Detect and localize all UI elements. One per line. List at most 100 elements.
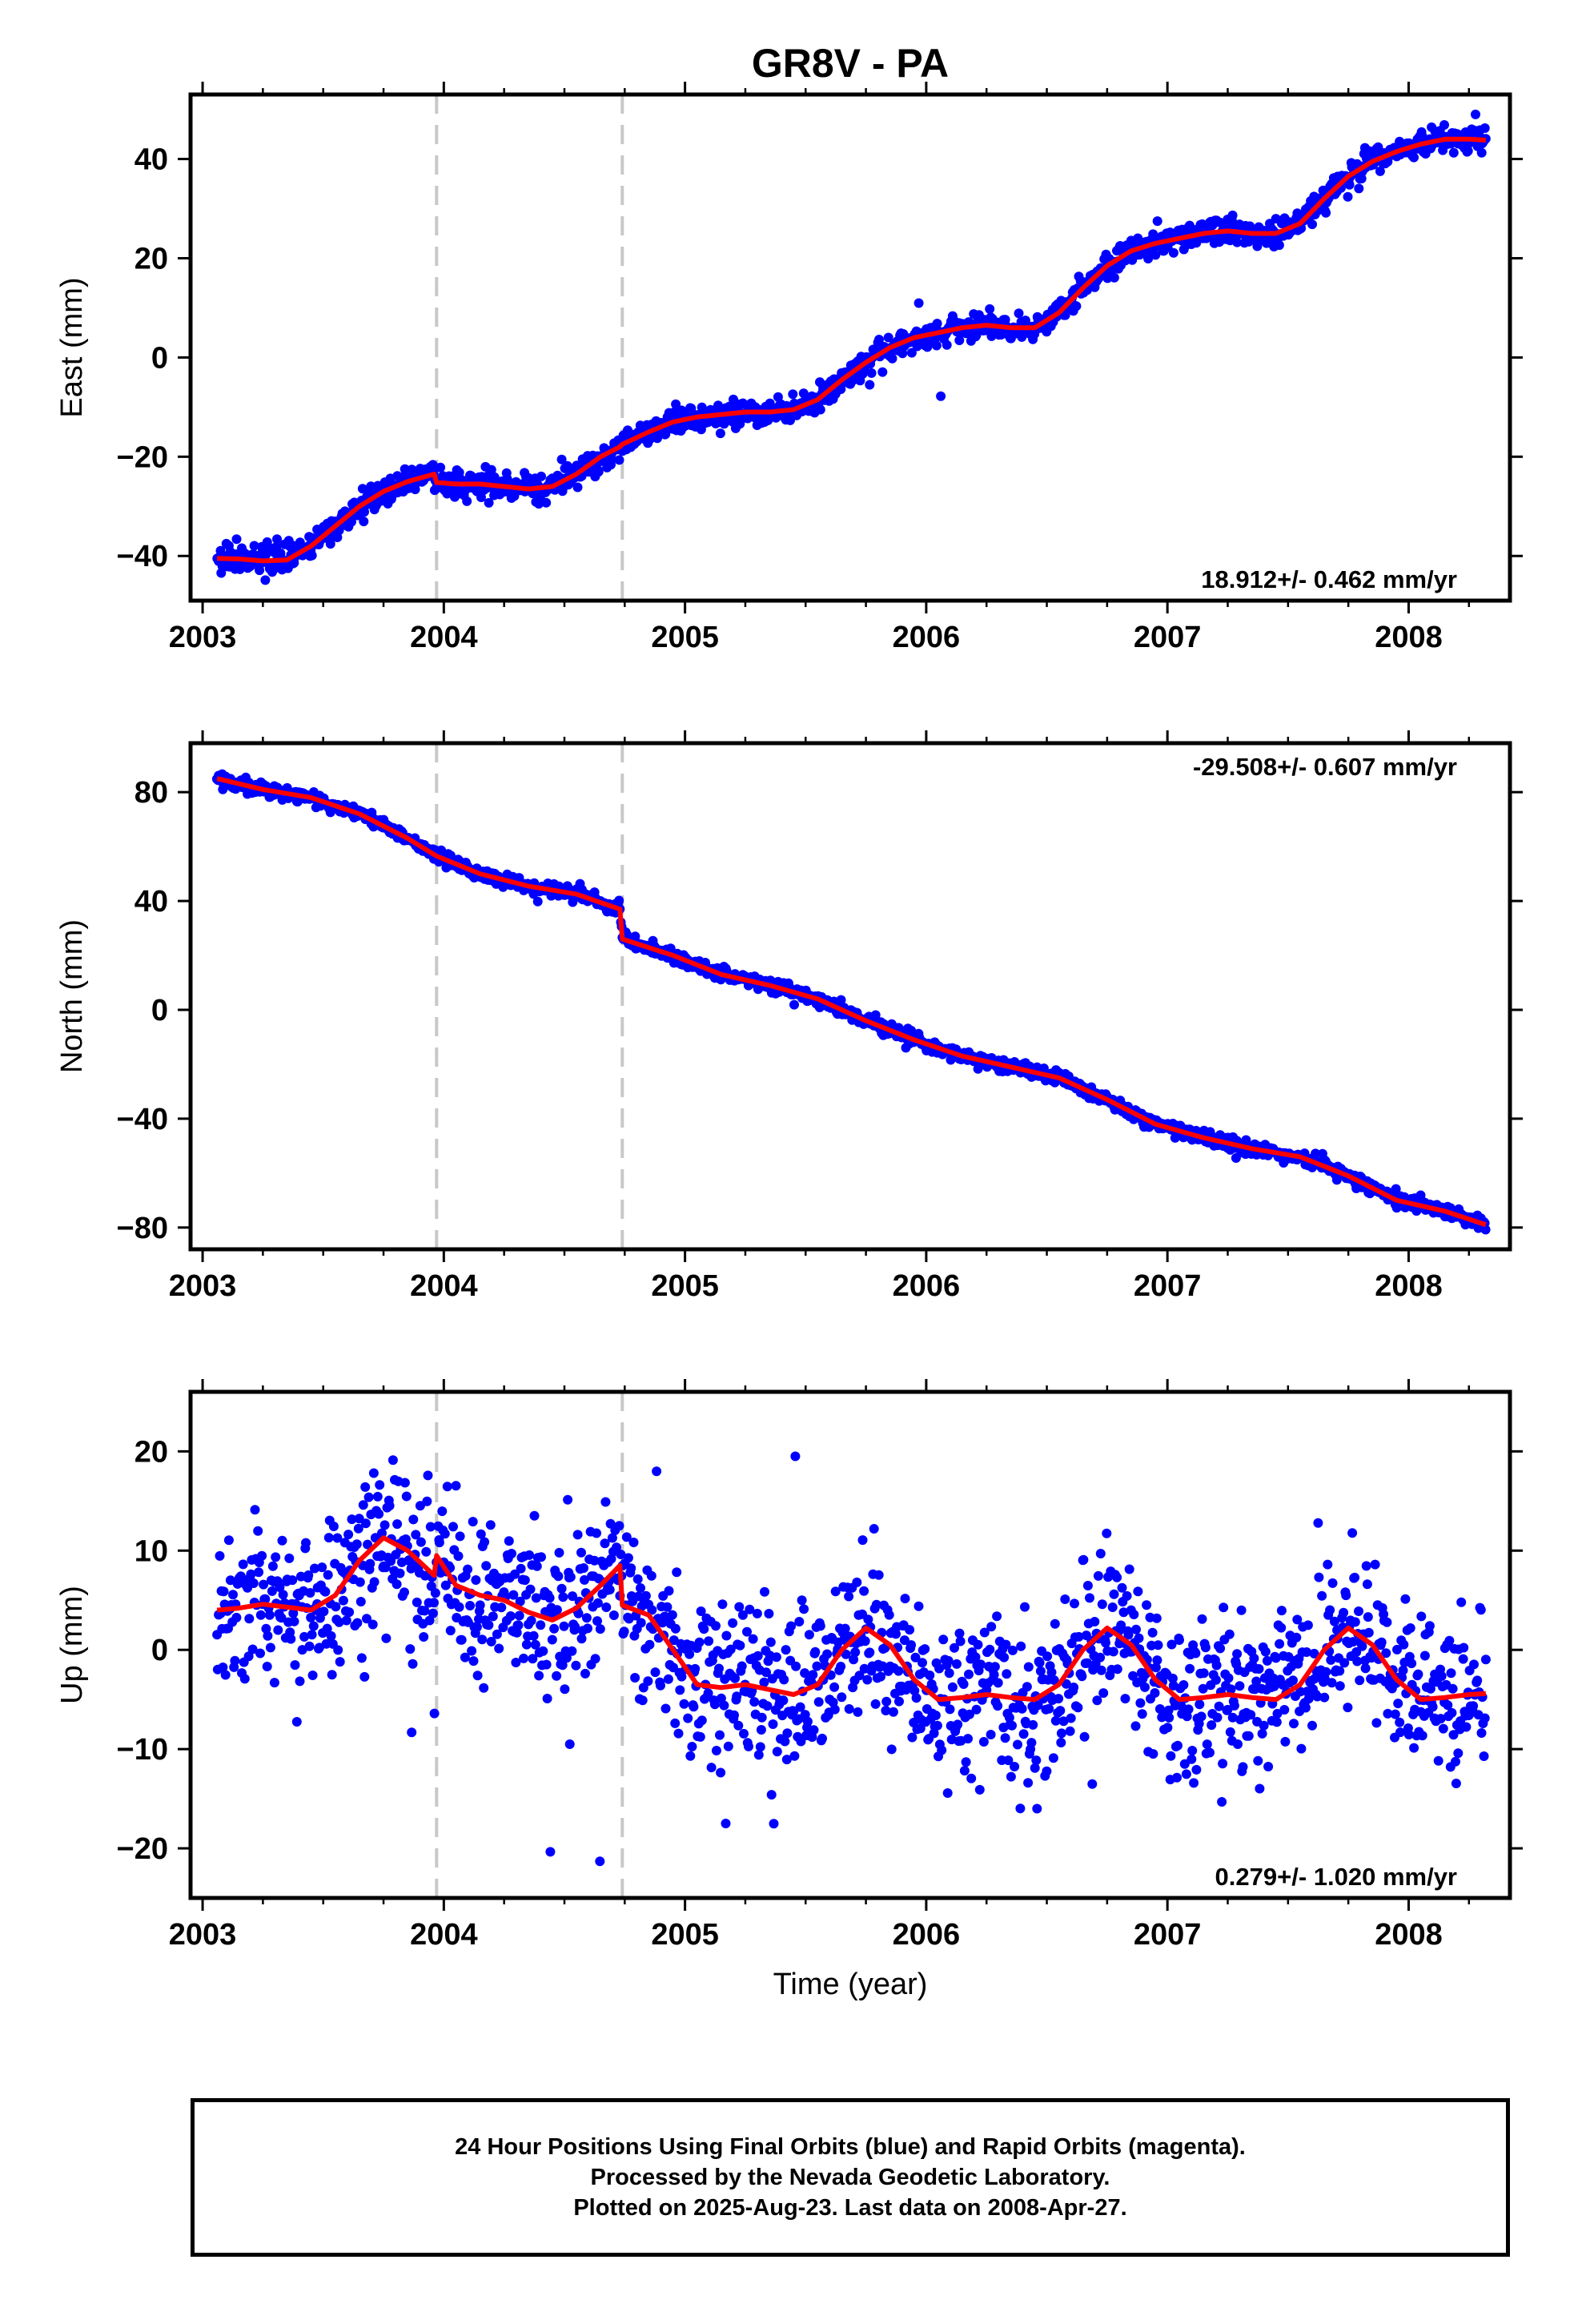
data-point — [1174, 1635, 1184, 1645]
data-point — [451, 1481, 461, 1491]
data-point — [888, 1707, 898, 1717]
data-point — [782, 1728, 793, 1739]
data-point — [360, 1518, 371, 1529]
data-point — [429, 1598, 439, 1608]
data-point — [870, 1010, 881, 1020]
data-point — [504, 1536, 514, 1546]
data-point — [1123, 1630, 1134, 1640]
data-point — [363, 1539, 373, 1550]
x-tick-label: 2003 — [169, 621, 237, 654]
data-point — [760, 1586, 769, 1597]
data-point — [1014, 308, 1024, 319]
data-point — [476, 1529, 486, 1539]
x-tick-label: 2003 — [169, 1269, 237, 1303]
data-point — [840, 1623, 850, 1634]
data-point — [829, 1704, 840, 1715]
data-point — [529, 1510, 540, 1521]
data-point — [1249, 1653, 1259, 1663]
data-point — [560, 1684, 570, 1695]
data-point — [1049, 1675, 1059, 1685]
data-point — [289, 1616, 299, 1626]
data-point — [728, 1618, 738, 1628]
data-point — [1198, 1683, 1208, 1694]
data-point — [407, 1727, 417, 1738]
data-point — [822, 1649, 833, 1659]
data-point — [1199, 1668, 1209, 1679]
data-point — [510, 1569, 520, 1579]
data-point — [781, 1645, 791, 1655]
data-point — [565, 1572, 576, 1582]
data-point — [844, 1591, 854, 1602]
data-point — [344, 1607, 355, 1618]
data-point — [986, 1622, 997, 1632]
data-point — [1173, 1740, 1182, 1751]
data-point — [1211, 1660, 1222, 1671]
x-tick-label: 2006 — [893, 621, 961, 654]
data-point — [368, 1468, 379, 1478]
data-point — [1253, 1755, 1263, 1766]
data-point — [1016, 1641, 1026, 1651]
data-point — [536, 1620, 546, 1630]
rate-label-north: -29.508+/- 0.607 mm/yr — [1193, 753, 1457, 781]
y-tick-label: −80 — [117, 1212, 168, 1245]
data-point — [1335, 1681, 1345, 1691]
data-point — [869, 1524, 879, 1534]
data-point — [1363, 1612, 1373, 1622]
data-point — [992, 1611, 1002, 1622]
data-point — [1082, 1581, 1093, 1590]
data-point — [1407, 1659, 1417, 1669]
data-point — [1303, 1694, 1314, 1704]
data-point — [637, 1695, 648, 1706]
data-point — [884, 1610, 894, 1620]
data-point — [513, 1620, 524, 1630]
data-point — [636, 1583, 645, 1593]
data-point — [608, 1610, 619, 1620]
y-axis-label-north: North (mm) — [55, 919, 89, 1073]
data-point — [1151, 1613, 1162, 1623]
data-point — [719, 1700, 729, 1711]
x-axis-label: Time (year) — [773, 1968, 928, 2001]
data-point — [1066, 1713, 1076, 1723]
data-point — [1003, 1755, 1014, 1766]
data-point — [737, 1661, 747, 1671]
data-point — [788, 389, 798, 400]
data-point — [930, 1711, 941, 1720]
data-point — [785, 415, 795, 425]
data-point — [455, 1531, 465, 1542]
data-point — [689, 1702, 699, 1712]
data-point — [288, 1608, 299, 1618]
data-point — [1472, 1675, 1483, 1686]
data-point — [1090, 1617, 1100, 1626]
data-point — [532, 896, 543, 907]
data-point — [595, 1856, 605, 1867]
data-point — [640, 1590, 651, 1601]
data-point — [400, 1478, 410, 1488]
data-point — [1218, 1759, 1228, 1769]
y-tick-label: −40 — [117, 1103, 168, 1136]
data-point — [536, 1552, 546, 1562]
data-point — [277, 1535, 287, 1546]
data-point — [1276, 1606, 1287, 1616]
data-point — [1055, 1706, 1066, 1716]
data-point — [1212, 1712, 1223, 1723]
data-point — [1163, 1705, 1174, 1715]
data-point — [576, 1634, 587, 1644]
data-point — [966, 1773, 977, 1783]
data-point — [460, 1652, 470, 1663]
data-point — [1078, 1554, 1089, 1565]
data-point — [335, 1657, 345, 1667]
data-point — [730, 1673, 740, 1683]
data-point — [646, 1570, 656, 1581]
data-point — [764, 1609, 774, 1618]
data-point — [272, 534, 282, 545]
frame-north — [188, 741, 1512, 1252]
data-point — [374, 1509, 384, 1519]
x-tick-label: 2008 — [1375, 1269, 1443, 1303]
data-point — [1425, 1683, 1435, 1694]
rate-label-up: 0.279+/- 1.020 mm/yr — [1215, 1863, 1457, 1891]
data-point — [515, 1596, 525, 1606]
data-point — [306, 1612, 316, 1622]
data-point — [1405, 1623, 1415, 1633]
data-point — [771, 1652, 781, 1663]
data-point — [974, 1784, 985, 1795]
